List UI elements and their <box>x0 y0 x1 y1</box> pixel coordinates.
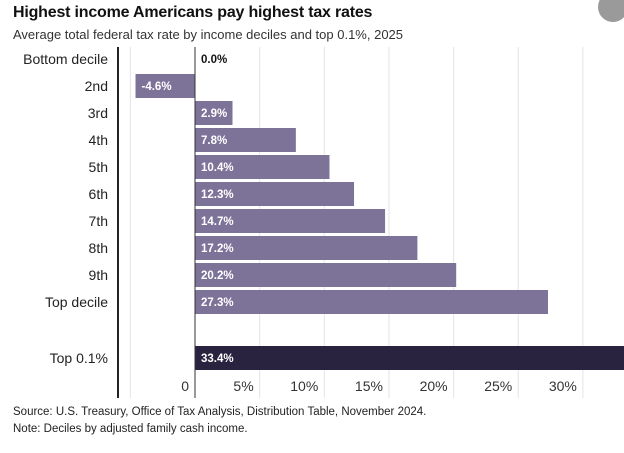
chart-title: Highest income Americans pay highest tax… <box>13 4 373 21</box>
x-tick-label: 20% <box>420 378 448 394</box>
bar <box>195 128 296 152</box>
source-note: Source: U.S. Treasury, Office of Tax Ana… <box>13 406 427 418</box>
data-label: 14.7% <box>201 216 234 228</box>
data-label: 27.3% <box>201 297 234 309</box>
x-tick-label: 5% <box>233 378 253 394</box>
bar <box>195 209 386 233</box>
category-label: 9th <box>89 267 108 283</box>
bar-chart: Bottom decile 0.0% 2nd -4.6% 3rd 2.9% 4th 7.8% 5… <box>23 47 624 398</box>
x-tick-label: 15% <box>355 378 383 394</box>
category-label: 7th <box>89 213 108 229</box>
bar <box>195 290 548 314</box>
category-label: 4th <box>89 132 108 148</box>
category-label: Top 0.1% <box>50 350 108 366</box>
bar <box>195 236 418 260</box>
note: Note: Deciles by adjusted family cash in… <box>13 423 248 435</box>
category-label: 6th <box>89 186 108 202</box>
data-label: 17.2% <box>201 243 234 255</box>
x-tick-label: 30% <box>549 378 577 394</box>
category-label: 3rd <box>88 105 108 121</box>
bar <box>195 101 233 125</box>
category-label: Top decile <box>45 294 108 310</box>
x-tick-label: 10% <box>290 378 318 394</box>
category-label: 2nd <box>85 78 108 94</box>
x-tick-label: 0 <box>181 378 189 394</box>
data-label: -4.6% <box>142 81 172 93</box>
x-tick-label: 25% <box>484 378 512 394</box>
data-label: 20.2% <box>201 270 234 282</box>
bar <box>195 155 330 179</box>
bar <box>135 74 195 98</box>
data-label: 7.8% <box>201 135 227 147</box>
bar <box>195 182 355 206</box>
data-label: 0.0% <box>201 54 227 66</box>
category-label: 8th <box>89 240 108 256</box>
download-icon[interactable] <box>598 0 624 22</box>
category-label: Bottom decile <box>23 51 108 67</box>
data-label: 33.4% <box>201 353 234 365</box>
data-label: 12.3% <box>201 189 234 201</box>
data-label: 2.9% <box>201 108 227 120</box>
category-label: 5th <box>89 159 108 175</box>
data-label: 10.4% <box>201 162 234 174</box>
bar <box>195 263 457 287</box>
bar <box>195 346 624 370</box>
chart-subtitle: Average total federal tax rate by income… <box>13 27 404 42</box>
